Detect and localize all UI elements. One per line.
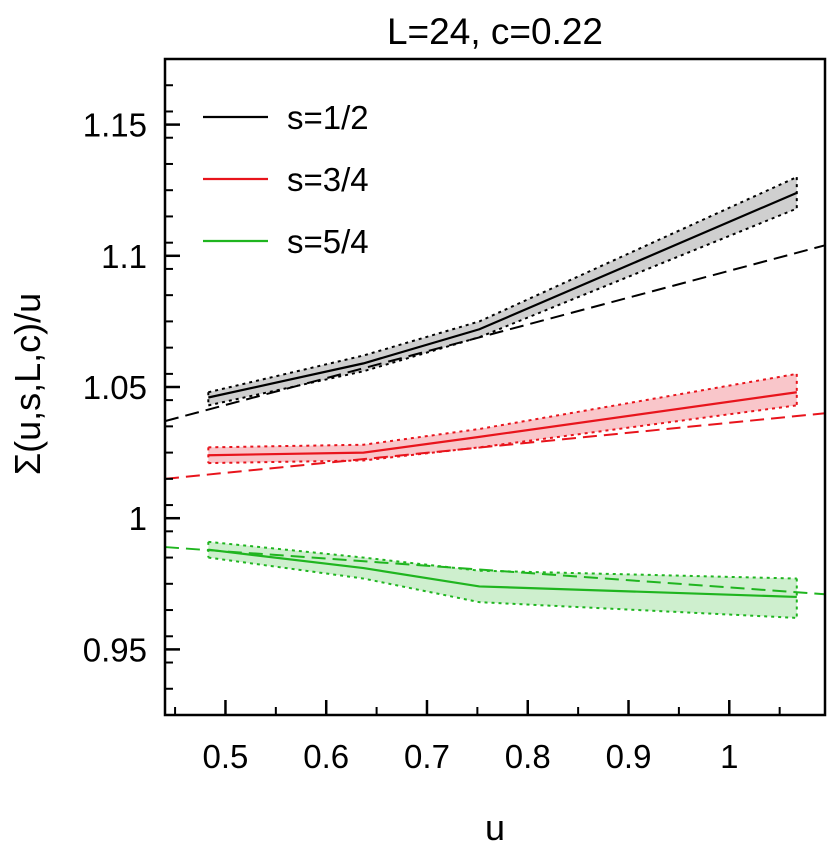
x-tick-label-0: 0.5 (203, 738, 249, 775)
series-line-1 (208, 391, 797, 457)
chart-title: L=24, c=0.22 (387, 11, 603, 52)
legend: s=1/2 s=3/4 s=5/4 (203, 99, 369, 260)
band-1 (208, 373, 797, 464)
fit-lines (164, 244, 826, 596)
legend-label-2: s=5/4 (287, 223, 369, 260)
band-lower-0 (208, 207, 798, 407)
band-upper-1 (208, 372, 797, 449)
x-tick-label-4: 0.9 (606, 738, 652, 775)
x-tick-label-2: 0.7 (404, 738, 450, 775)
series-line-2 (208, 548, 797, 599)
y-tick-label-0: 0.95 (83, 631, 147, 668)
y-tick-label-4: 1.15 (83, 107, 147, 144)
series-line-0 (208, 191, 798, 399)
fit-line-1 (164, 412, 826, 480)
y-tick-label-1: 1 (129, 500, 147, 537)
fit-line-0 (164, 244, 826, 423)
band-upper-2 (208, 540, 797, 580)
legend-label-0: s=1/2 (287, 99, 369, 136)
x-tick-label-5: 1 (720, 738, 738, 775)
legend-label-1: s=3/4 (287, 161, 369, 198)
x-tick-label-1: 0.6 (303, 738, 349, 775)
band-lower-2 (208, 556, 797, 619)
y-axis-title: Σ(u,s,L,c)/u (7, 293, 48, 475)
band-upper-0 (208, 176, 798, 394)
fit-line-2 (164, 546, 826, 596)
band-0 (208, 177, 797, 406)
x-axis: 0.5 0.6 0.7 0.8 0.9 1 (174, 700, 781, 775)
y-axis: 0.95 1 1.05 1.1 1.15 (83, 84, 180, 690)
band-2 (208, 541, 797, 618)
y-tick-label-3: 1.1 (101, 238, 147, 275)
series-lines (208, 191, 798, 599)
y-tick-label-2: 1.05 (83, 369, 147, 406)
band-lower-1 (208, 404, 797, 465)
x-axis-title: u (485, 807, 505, 848)
x-tick-label-3: 0.8 (505, 738, 551, 775)
